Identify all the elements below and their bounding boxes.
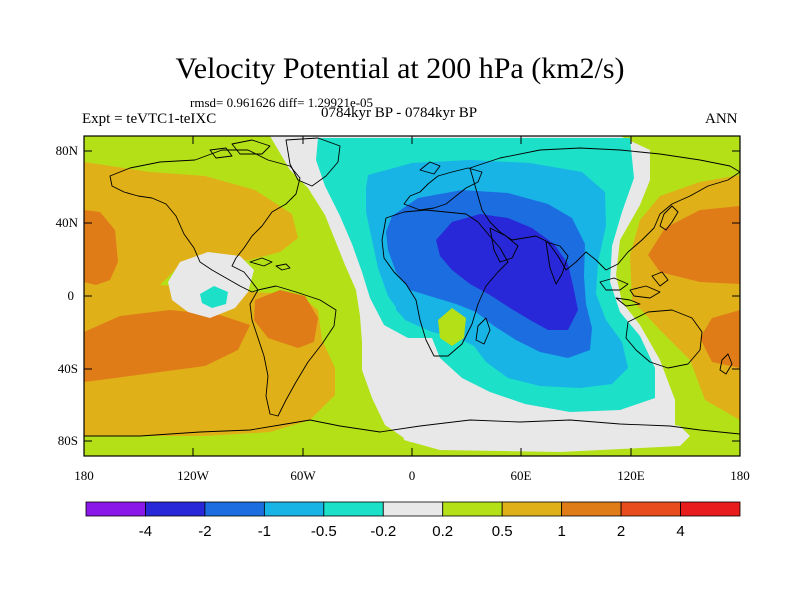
contour-fill-small-madagascar (438, 308, 466, 346)
contour-field (84, 136, 740, 456)
colorbar-swatch (382, 501, 444, 517)
colorbar-swatch (85, 501, 146, 517)
lon-tick-marks (192, 136, 632, 456)
colorbar-label: 4 (676, 523, 684, 540)
colorbar-label: -2 (198, 523, 211, 540)
colorbar-label: 2 (617, 523, 625, 540)
contour-fill-east-core-1 (648, 206, 740, 284)
coastline-japan (659, 205, 679, 231)
experiment-label: Expt = teVTC1-teIXC (82, 111, 217, 127)
contour-fill-neutral-pacific (168, 252, 254, 318)
chart-title: Velocity Potential at 200 hPa (km2/s) (175, 52, 625, 85)
lon-tick-label: 0 (409, 468, 416, 483)
colorbar-swatch (561, 501, 622, 517)
lon-tick-label: 60W (290, 468, 316, 483)
lat-tick-label: 0 (68, 288, 75, 303)
colorbar-swatch (263, 501, 325, 517)
colorbar-swatch (680, 501, 741, 517)
coastline-india (545, 241, 569, 285)
colorbar: -4 -2 -1 -0.5 -0.2 0.2 0.5 1 2 4 (85, 501, 741, 540)
coastline-new-zealand (719, 353, 733, 375)
colorbar-label: 1 (557, 523, 565, 540)
coastline-arctic-islands (209, 139, 271, 159)
colorbar-swatch (323, 501, 384, 517)
contour-fill-small-africa (396, 292, 418, 318)
colorbar-label: 0.5 (492, 523, 513, 540)
lat-tick-marks (84, 150, 740, 442)
lon-tick-label: 60E (511, 468, 532, 483)
lat-tick-label: 80N (56, 143, 79, 158)
coastline-greenland (285, 137, 341, 187)
lon-tick-label: 180 (730, 468, 750, 483)
coastline-africa (381, 209, 509, 357)
coastline-indonesia (599, 271, 669, 307)
colorbar-label: -0.2 (370, 523, 396, 540)
coastline-antarctica (84, 419, 740, 456)
season-label: ANN (705, 111, 738, 127)
coastline-north-america (109, 149, 301, 293)
lon-tick-label: 180 (74, 468, 94, 483)
coastline-arabia (489, 227, 519, 263)
coastline-europe (403, 161, 483, 211)
coastline-asia (469, 147, 740, 271)
lon-tick-label: 120W (177, 468, 210, 483)
lat-tick-label: 40N (56, 215, 79, 230)
colorbar-swatch (620, 501, 681, 517)
contour-fill-west-core-1 (84, 210, 118, 285)
lon-tick-label: 120E (617, 468, 645, 483)
contour-fill-small-atl (200, 286, 228, 308)
coastline-madagascar (475, 317, 491, 345)
coastline-australia (625, 309, 703, 369)
contour-fill-west-core-3 (254, 290, 318, 348)
coastline-caribbean (249, 257, 291, 271)
colorbar-label: 0.2 (432, 523, 453, 540)
contour-fill-neg-2 (436, 214, 578, 330)
stats-label: rmsd= 0.961626 diff= 1.29921e-05 (190, 95, 374, 110)
contour-fill-east-core-2 (700, 310, 740, 368)
colorbar-swatch (501, 501, 563, 517)
colorbar-swatch (204, 501, 265, 517)
colorbar-swatch (145, 501, 206, 517)
colorbar-label: -4 (139, 523, 152, 540)
lat-tick-label: 40S (58, 361, 78, 376)
period-label: 0784kyr BP - 0784kyr BP (321, 105, 478, 121)
colorbar-label: -0.5 (311, 523, 337, 540)
coastlines (84, 137, 740, 456)
lat-tick-label: 80S (58, 433, 78, 448)
colorbar-label: -1 (258, 523, 271, 540)
contour-fill-west-core-2 (84, 310, 250, 382)
coastline-south-america (249, 285, 337, 417)
colorbar-swatch (442, 501, 503, 517)
